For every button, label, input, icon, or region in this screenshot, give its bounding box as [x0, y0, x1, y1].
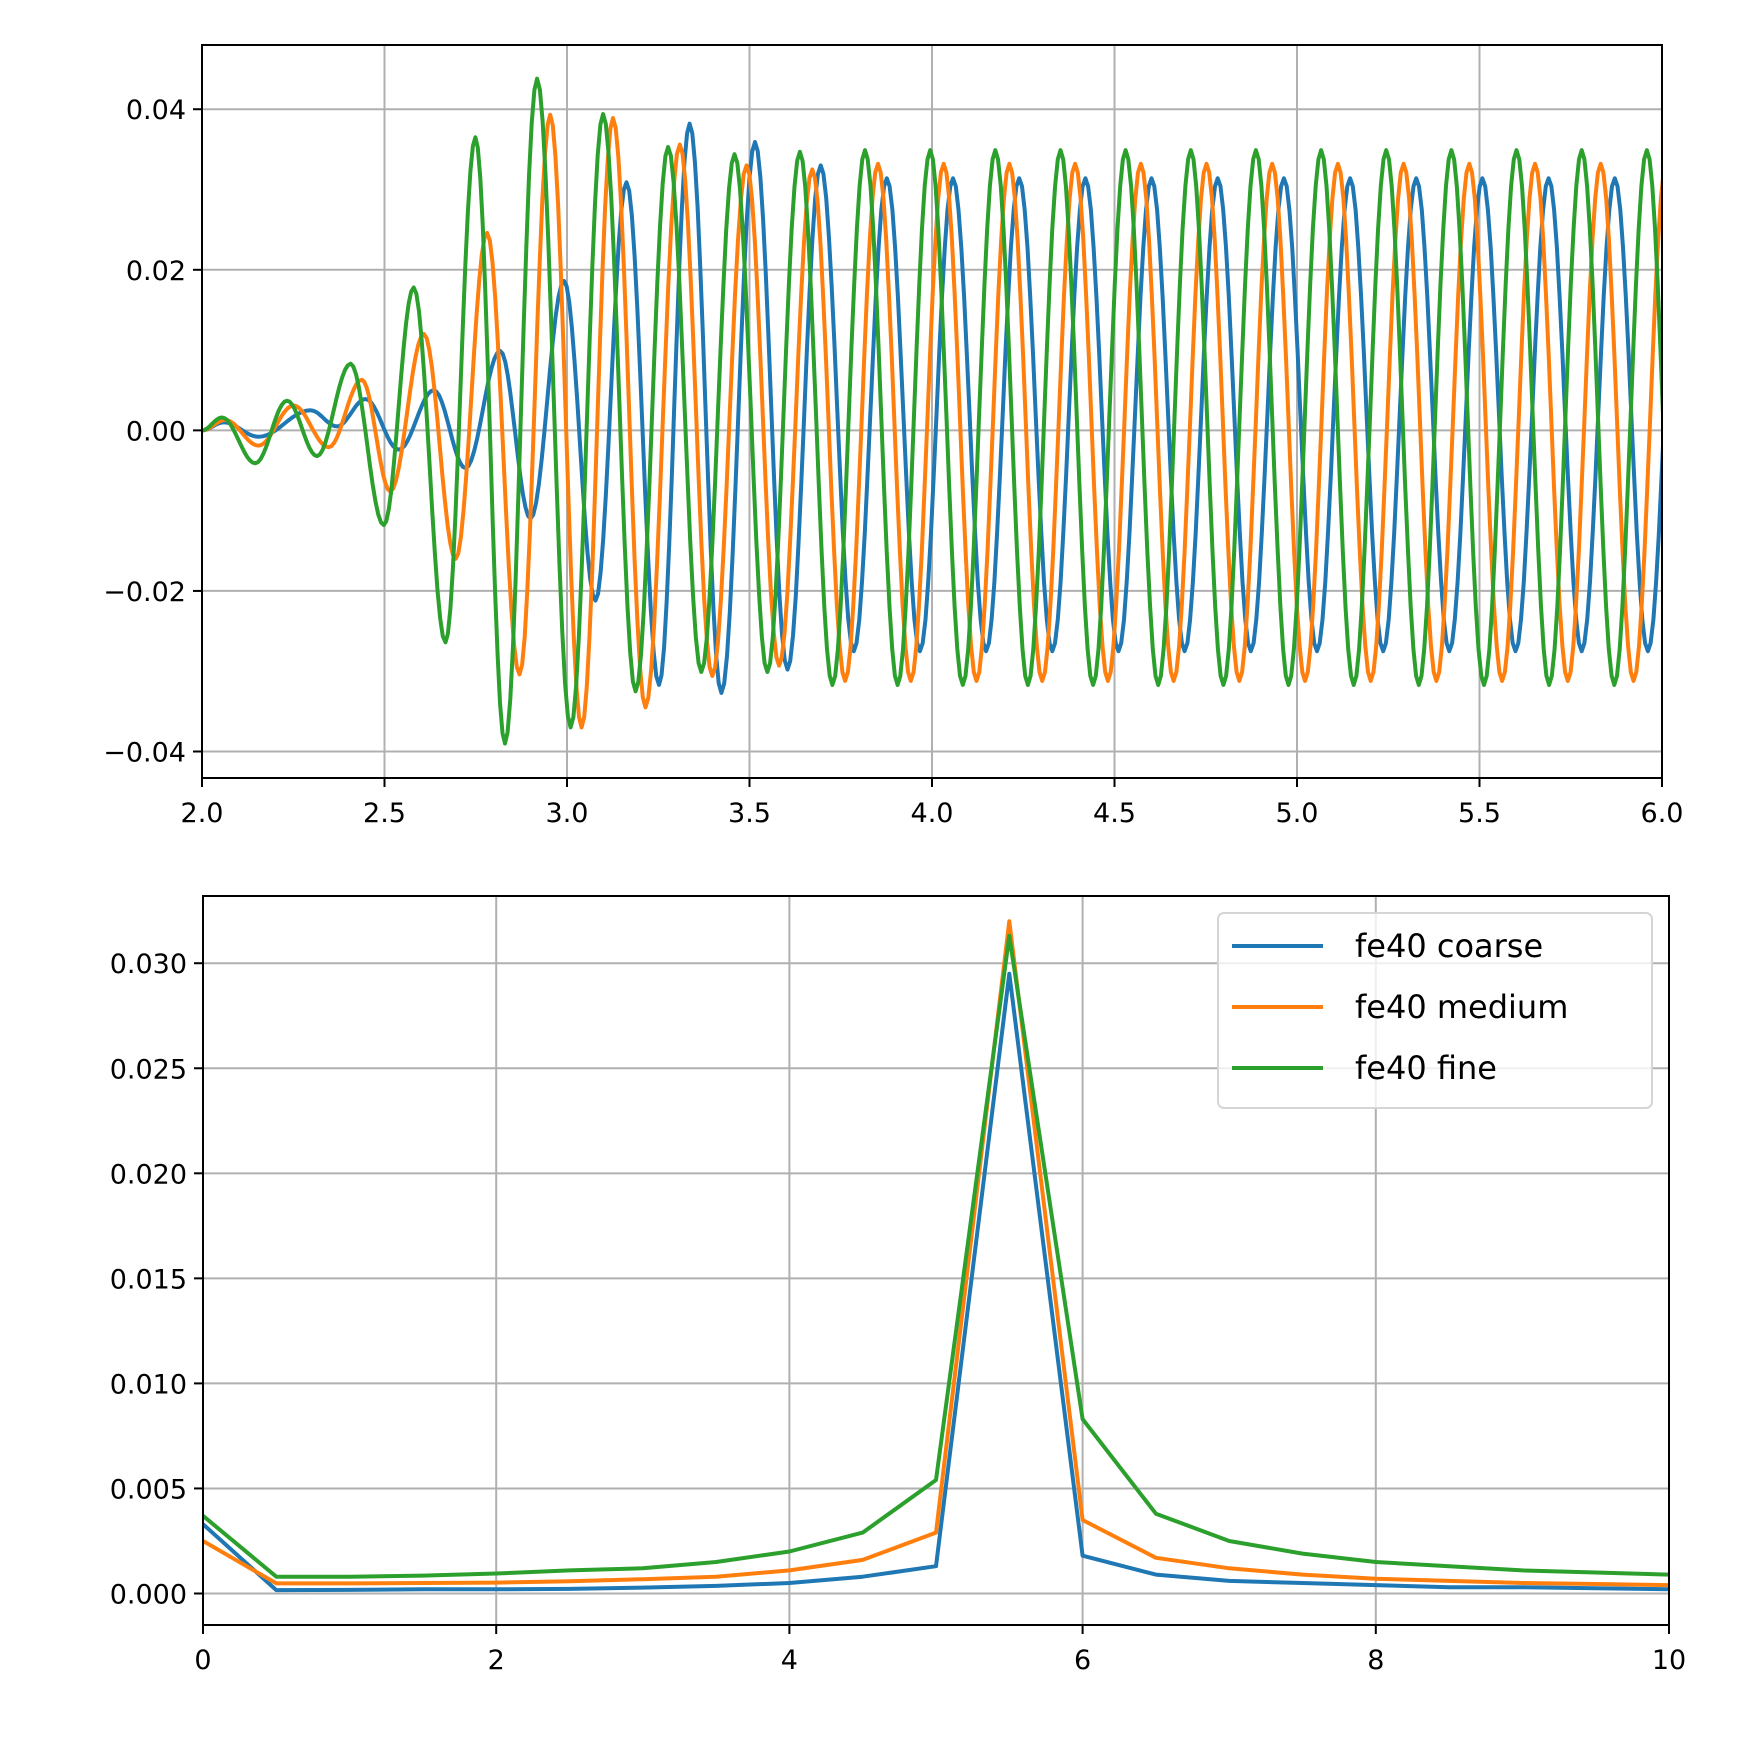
legend: fe40 coarse fe40 medium fe40 fine — [1217, 912, 1653, 1109]
x-tick-label: 5.0 — [1276, 798, 1319, 829]
series-line-2 — [202, 76, 1662, 746]
y-tick-label: −0.04 — [103, 738, 186, 769]
axes-frame — [202, 895, 1670, 1626]
y-tick-label: 0.015 — [110, 1264, 187, 1295]
x-tick-label: 2.0 — [181, 798, 224, 829]
x-tick-label: 2 — [488, 1645, 505, 1676]
legend-box — [1217, 912, 1653, 1109]
legend-label: fe40 fine — [1355, 1049, 1497, 1087]
axes-frame — [201, 44, 1663, 779]
x-tick-label: 4 — [781, 1645, 798, 1676]
y-tick-label: 0.020 — [110, 1159, 187, 1190]
time-series-plot: 2.0 2.5 3.0 3.5 4.0 4.5 5.0 5.5 6.0 0.04 0.02 0.00 −… — [103, 44, 1684, 829]
series-line-0 — [202, 121, 1662, 695]
series-line-fe40-fine — [203, 933, 1669, 1579]
y-tick-label: 0.010 — [110, 1369, 187, 1400]
y-tick-label: −0.02 — [103, 577, 186, 608]
x-tick-label: 6.0 — [1641, 798, 1684, 829]
legend-label: fe40 coarse — [1355, 927, 1543, 965]
x-tick-label: 4.0 — [911, 798, 954, 829]
x-tick-label: 4.5 — [1093, 798, 1136, 829]
y-tick-label: 0.025 — [110, 1054, 187, 1085]
y-tick-label: 0.04 — [126, 95, 186, 126]
x-tick-label: 2.5 — [363, 798, 406, 829]
legend-label: fe40 medium — [1355, 988, 1568, 1026]
spectrum-plot: 0 2 4 6 8 10 0.030 0.025 0.020 0.015 0.010 0.005 0.0… — [110, 895, 1686, 1676]
x-tick-label: 10 — [1652, 1645, 1686, 1676]
y-tick-label: 0.00 — [126, 416, 186, 447]
series-group — [203, 919, 1669, 1593]
x-tick-label: 8 — [1367, 1645, 1384, 1676]
series-group — [202, 76, 1662, 746]
x-tick-label: 3.0 — [546, 798, 589, 829]
x-tick-label: 6 — [1074, 1645, 1091, 1676]
y-tick-label: 0.005 — [110, 1474, 187, 1505]
y-tick-label: 0.030 — [110, 949, 187, 980]
series-line-fe40-medium — [203, 919, 1669, 1588]
x-tick-label: 5.5 — [1458, 798, 1501, 829]
series-line-fe40-coarse — [203, 971, 1669, 1593]
y-tick-label: 0.000 — [110, 1579, 187, 1610]
x-tick-label: 0 — [194, 1645, 211, 1676]
x-tick-label: 3.5 — [728, 798, 771, 829]
y-tick-label: 0.02 — [126, 256, 186, 287]
series-line-1 — [202, 112, 1662, 730]
